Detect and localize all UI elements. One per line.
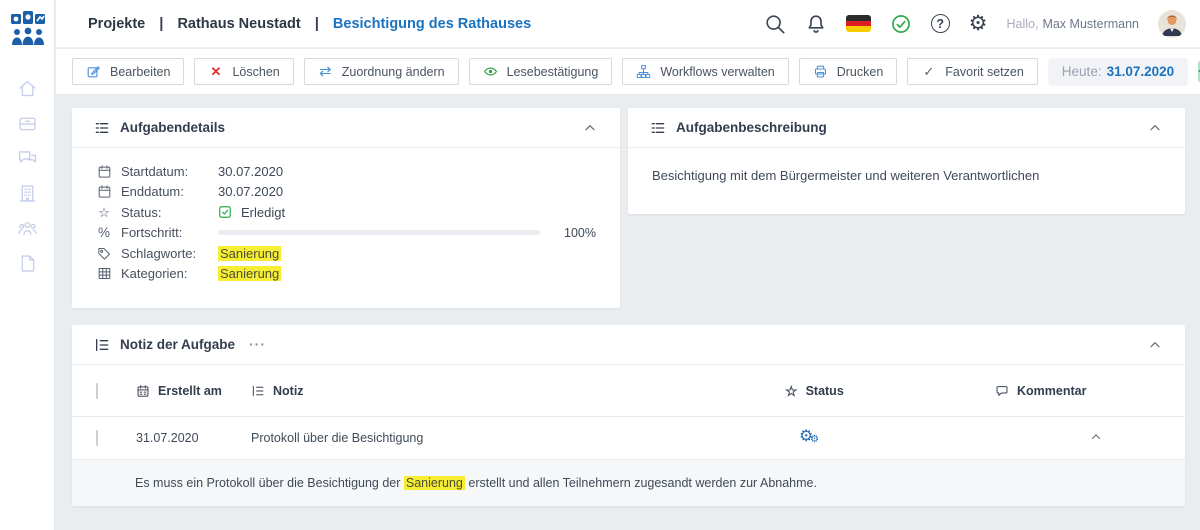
row-checkbox[interactable] [96,430,98,446]
breadcrumb-projekt-name[interactable]: Rathaus Neustadt [177,15,301,32]
top-bar: Projekte | Rathaus Neustadt | Besichtigu… [56,0,1200,48]
list-icon [650,120,666,136]
category-highlight[interactable]: Sanierung [218,266,282,282]
task-description-text: Besichtigung mit dem Bürgermeister und w… [652,168,1040,183]
tags-icon [96,245,112,261]
detail-row-kategorien: Kategorien: Sanierung [96,264,596,285]
breadcrumb-current-task[interactable]: Besichtigung des Rathauses [332,15,532,32]
progress-percent: 100% [564,225,596,240]
bell-icon[interactable] [805,13,827,35]
column-status[interactable]: ☆ Status [785,382,844,399]
check-icon: ✓ [923,63,935,79]
user-greeting: Hallo, Max Mustermann [1006,16,1139,31]
note-table-row[interactable]: 31.07.2020 Protokoll über die Besichtigu… [72,417,1185,459]
detail-row-startdatum: Startdatum: 30.07.2020 [96,161,596,182]
box-icon[interactable] [17,113,38,134]
panel-title: Aufgabenbeschreibung [676,120,827,135]
detail-row-schlagworte: Schlagworte: Sanierung [96,243,596,264]
avatar[interactable] [1158,9,1186,38]
sitemap-icon [636,64,651,79]
note-highlight[interactable]: Sanierung [403,476,465,490]
calendar-icon [96,163,112,179]
edit-icon [86,64,101,79]
chat-icon[interactable] [17,148,38,169]
percent-icon: % [97,225,110,240]
task-description-panel: Aufgabenbeschreibung Besichtigung mit de… [628,108,1185,214]
detail-row-enddatum: Enddatum: 30.07.2020 [96,182,596,203]
task-details-panel: Aufgabendetails Startdatum: 30.07.2020 E… [72,108,620,308]
sidebar-nav [0,78,55,274]
breadcrumb-separator: | [314,15,319,32]
check-circle-icon[interactable] [890,13,912,35]
column-erstellt-am[interactable]: Erstellt am [136,384,251,398]
calendar-icon [96,184,112,200]
select-all-checkbox[interactable] [96,382,98,399]
note-title: Protokoll über die Besichtigung [251,431,424,445]
notes-table-header: Erstellt am Notiz ☆ Status Kommentar [72,365,1185,417]
eye-icon [483,64,498,79]
print-button[interactable]: Drucken [798,58,898,85]
gear-icon[interactable]: ⚙ [968,12,988,35]
column-notiz[interactable]: Notiz [251,384,785,398]
edit-button[interactable]: Bearbeiten [72,58,185,85]
german-flag-icon[interactable] [845,15,871,32]
collapse-row-chevron-icon[interactable] [1089,433,1103,447]
tag-highlight[interactable]: Sanierung [218,245,282,261]
team-icon[interactable] [17,218,38,239]
swap-arrows-icon: ⇄ [318,63,332,80]
help-icon[interactable]: ? [930,14,950,33]
add-button[interactable]: + [1198,60,1200,83]
breadcrumb: Projekte | Rathaus Neustadt | Besichtigu… [88,15,531,32]
home-icon[interactable] [17,78,38,99]
note-created-date: 31.07.2020 [136,431,199,445]
change-assignment-button[interactable]: ⇄ Zuordnung ändern [303,58,459,85]
set-favorite-button[interactable]: ✓ Favorit setzen [907,58,1038,85]
progress-bar [218,230,540,236]
list-icon [94,120,110,136]
collapse-chevron-icon[interactable] [1147,120,1163,136]
user-name[interactable]: Max Mustermann [1042,16,1139,31]
building-icon[interactable] [17,183,38,204]
today-date-chip[interactable]: Heute: 31.07.2020 [1047,57,1189,86]
panel-title: Aufgabendetails [120,120,226,135]
delete-x-icon: ✕ [210,63,222,79]
column-kommentar[interactable]: Kommentar [995,384,1185,398]
list-icon [251,384,265,398]
breadcrumb-projekte[interactable]: Projekte [88,15,146,32]
task-notes-panel: Notiz der Aufgabe ··· Erstellt am Notiz … [72,325,1185,506]
delete-button[interactable]: ✕ Löschen [194,58,294,85]
read-confirmation-button[interactable]: Lesebestätigung [468,58,613,85]
grid-icon [96,266,112,282]
collapse-chevron-icon[interactable] [582,120,598,136]
printer-icon [813,64,828,79]
calendar-icon [136,384,150,398]
header-actions: ? ⚙ Hallo, Max Mustermann [764,9,1186,38]
manage-workflows-button[interactable]: Workflows verwalten [622,58,789,85]
search-icon[interactable] [764,13,786,35]
collapse-chevron-icon[interactable] [1147,337,1163,353]
star-icon: ☆ [785,382,798,399]
detail-row-status: ☆ Status: Erledigt [97,204,286,220]
speech-bubble-icon [995,384,1009,398]
ellipsis-menu-icon[interactable]: ··· [249,336,267,353]
breadcrumb-separator: | [159,15,164,32]
done-checkbox-icon [218,205,232,219]
panel-title: Notiz der Aufgabe [120,337,236,352]
star-icon: ☆ [97,204,111,220]
status-value: Erledigt [241,204,286,220]
sidebar [0,0,55,530]
app-logo[interactable] [10,9,46,47]
detail-row-fortschritt: % Fortschritt: 100% [97,225,596,241]
document-icon[interactable] [17,253,38,274]
note-expanded-text: Es muss ein Protokoll über die Besichtig… [72,459,1185,506]
list-icon [94,337,110,353]
action-toolbar: Bearbeiten ✕ Löschen ⇄ Zuordnung ändern … [56,49,1200,95]
